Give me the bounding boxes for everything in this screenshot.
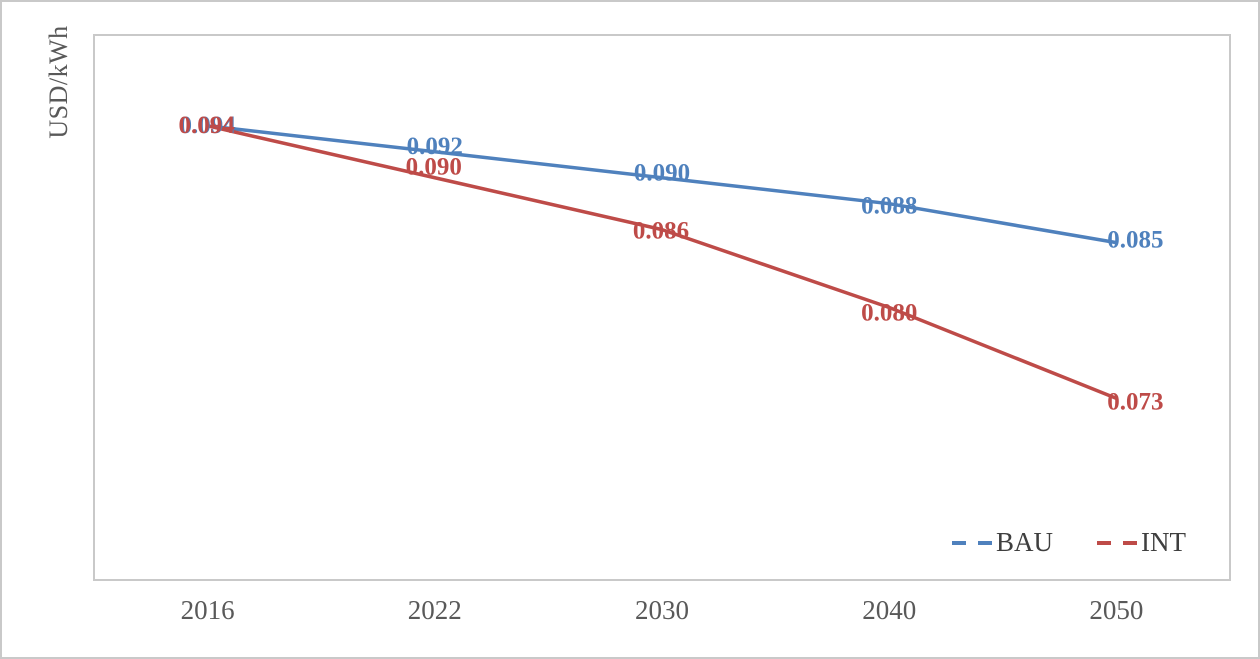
bau-data-label: 0.094 [179,112,236,139]
int-data-label: 0.094 [178,112,235,139]
bau-data-label: 0.088 [861,193,917,220]
int-line [207,124,1118,400]
legend-item-bau[interactable]: BAU [952,529,1053,556]
int-data-label: 0.080 [861,300,917,327]
legend-item-int[interactable]: INT [1097,529,1186,556]
legend-label-int: INT [1141,527,1186,557]
int-data-label: 0.086 [633,218,689,245]
legend: BAU INT [952,529,1186,556]
int-data-label: 0.090 [406,154,462,181]
bau-line-key-icon [952,540,992,545]
bau-data-label: 0.085 [1107,227,1163,254]
y-axis-title: USD/kWh [44,25,73,139]
plot-border [93,34,1231,581]
bau-line [207,124,1117,245]
bau-data-label: 0.090 [634,160,690,187]
int-line-key-icon [1097,540,1138,545]
x-tick-label-2022: 2022 [407,595,462,625]
bau-data-label: 0.092 [407,133,463,160]
int-data-label: 0.073 [1107,388,1163,415]
legend-label-bau: BAU [996,527,1054,557]
x-tick-label-2040: 2040 [862,595,917,625]
x-tick-label-2016: 2016 [180,595,235,625]
x-tick-label-2030: 2030 [635,595,689,625]
x-tick-label-2050: 2050 [1089,595,1144,625]
